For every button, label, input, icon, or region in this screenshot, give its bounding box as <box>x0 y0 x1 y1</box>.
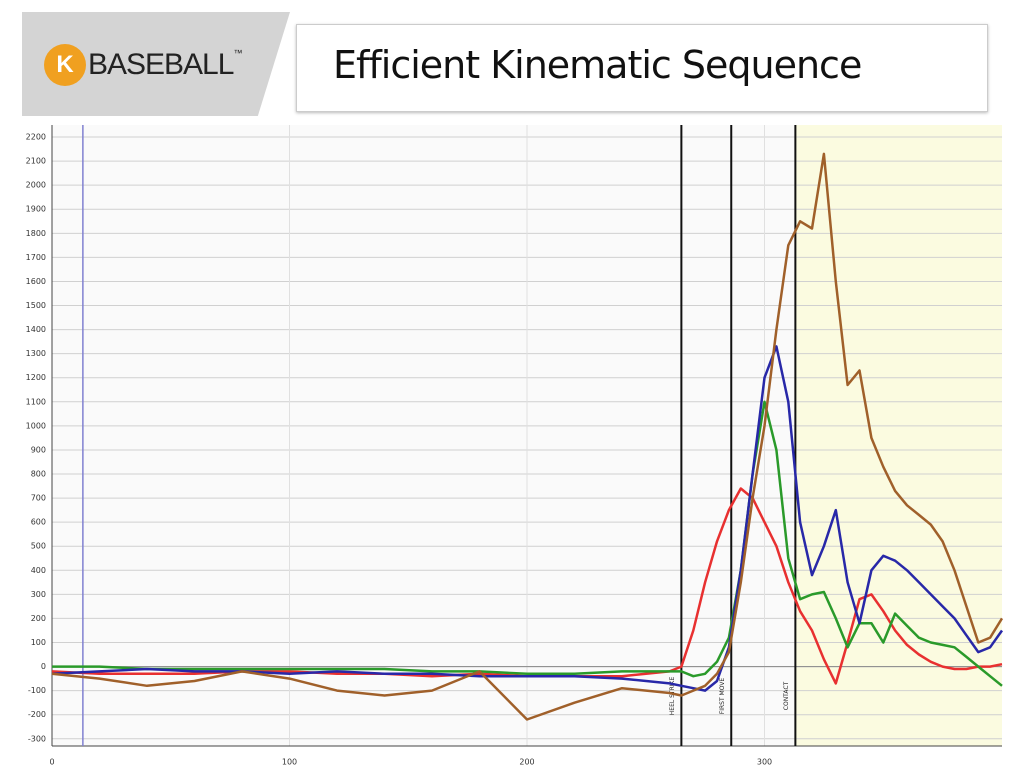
y-tick-label: 1900 <box>26 205 46 214</box>
y-tick-label: 1600 <box>26 277 46 286</box>
title-box: Efficient Kinematic Sequence <box>296 24 988 112</box>
event-label: CONTACT <box>783 681 790 710</box>
y-tick-label: 900 <box>31 445 46 454</box>
series-line <box>52 400 1003 687</box>
chart-title: Efficient Kinematic Sequence <box>333 43 862 87</box>
y-tick-label: 1800 <box>26 229 46 238</box>
x-tick-label: 200 <box>519 758 534 767</box>
y-tick-label: 1300 <box>26 349 46 358</box>
y-tick-label: 0 <box>41 662 46 671</box>
y-tick-label: 1100 <box>26 397 46 406</box>
y-tick-label: 2100 <box>26 157 46 166</box>
post-contact-region <box>795 125 1002 746</box>
logo-letter: K <box>44 44 86 86</box>
x-tick-label: 0 <box>49 758 54 767</box>
y-tick-label: 100 <box>31 638 46 647</box>
logo-text: BASEBALL™ <box>88 48 242 82</box>
x-tick-label: 100 <box>282 758 297 767</box>
logo-mark: ™ <box>233 48 242 58</box>
y-tick-label: 200 <box>31 614 46 623</box>
y-tick-label: 400 <box>31 566 46 575</box>
y-tick-label: 500 <box>31 542 46 551</box>
y-tick-label: 2000 <box>26 181 46 190</box>
y-tick-label: -200 <box>28 710 46 719</box>
y-tick-label: 1700 <box>26 253 46 262</box>
y-tick-label: -300 <box>28 734 46 743</box>
y-tick-label: 800 <box>31 470 46 479</box>
y-tick-label: 600 <box>31 518 46 527</box>
x-tick-label: 300 <box>757 758 772 767</box>
y-tick-label: 2200 <box>26 133 46 142</box>
logo-word: BASEBALL <box>88 48 234 81</box>
y-tick-label: 1200 <box>26 373 46 382</box>
series-line <box>51 345 1004 692</box>
y-tick-label: 1000 <box>26 421 46 430</box>
event-label: HEEL STRIKE <box>669 677 676 716</box>
y-tick-label: 700 <box>31 494 46 503</box>
y-tick-label: -100 <box>28 686 46 695</box>
event-label: FIRST MOVE <box>719 678 726 715</box>
y-tick-label: 1400 <box>26 325 46 334</box>
series-line <box>51 152 1004 721</box>
y-tick-label: 300 <box>31 590 46 599</box>
y-tick-label: 1500 <box>26 301 46 310</box>
